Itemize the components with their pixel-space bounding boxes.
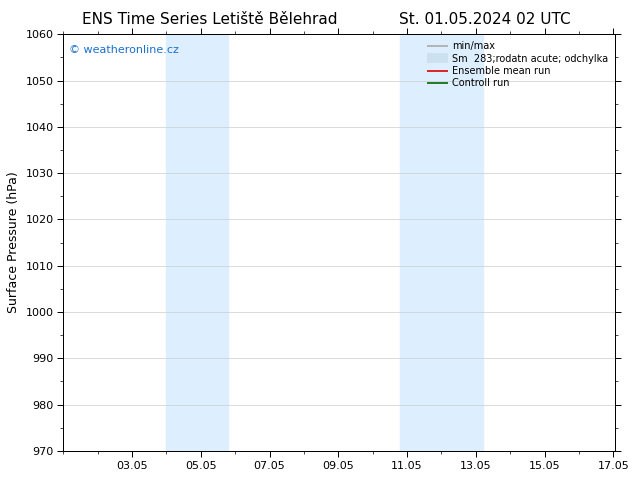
Text: ENS Time Series Letiště Bělehrad: ENS Time Series Letiště Bělehrad: [82, 12, 338, 27]
Text: © weatheronline.cz: © weatheronline.cz: [69, 45, 179, 55]
Text: St. 01.05.2024 02 UTC: St. 01.05.2024 02 UTC: [399, 12, 571, 27]
Legend: min/max, Sm  283;rodatn acute; odchylka, Ensemble mean run, Controll run: min/max, Sm 283;rodatn acute; odchylka, …: [425, 39, 610, 90]
Bar: [400, 34, 482, 451]
Bar: [167, 34, 228, 451]
Y-axis label: Surface Pressure (hPa): Surface Pressure (hPa): [7, 172, 20, 314]
